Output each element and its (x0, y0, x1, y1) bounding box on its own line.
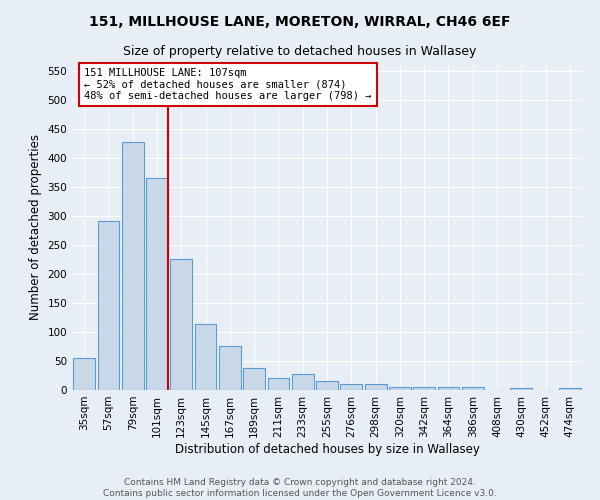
Bar (316, 380, 338, 390)
Bar (122, 142, 143, 390)
Bar (389, 386, 411, 390)
Bar (268, 378, 289, 390)
Bar (559, 388, 581, 390)
Bar (146, 178, 168, 390)
Bar (462, 386, 484, 390)
Bar (219, 346, 241, 390)
Text: Contains HM Land Registry data © Crown copyright and database right 2024.
Contai: Contains HM Land Registry data © Crown c… (103, 478, 497, 498)
Bar (511, 388, 532, 390)
Bar (170, 259, 192, 390)
Bar (437, 387, 460, 390)
Bar (413, 387, 435, 390)
Bar (292, 374, 314, 390)
Bar (243, 368, 265, 390)
Bar (97, 220, 119, 390)
Bar (73, 358, 95, 390)
Y-axis label: Number of detached properties: Number of detached properties (29, 134, 42, 320)
Bar (365, 384, 386, 390)
Bar (340, 384, 362, 390)
X-axis label: Distribution of detached houses by size in Wallasey: Distribution of detached houses by size … (175, 442, 479, 456)
Text: 151, MILLHOUSE LANE, MORETON, WIRRAL, CH46 6EF: 151, MILLHOUSE LANE, MORETON, WIRRAL, CH… (89, 15, 511, 29)
Text: 151 MILLHOUSE LANE: 107sqm
← 52% of detached houses are smaller (874)
48% of sem: 151 MILLHOUSE LANE: 107sqm ← 52% of deta… (84, 68, 371, 101)
Bar (194, 324, 217, 390)
Text: Size of property relative to detached houses in Wallasey: Size of property relative to detached ho… (124, 45, 476, 58)
